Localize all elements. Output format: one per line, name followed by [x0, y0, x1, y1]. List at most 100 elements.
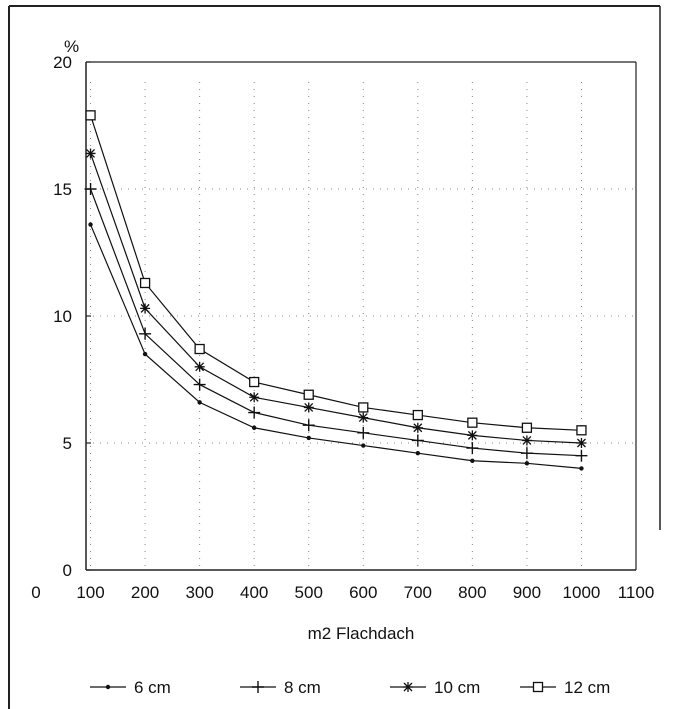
data-point-8-cm-600-shape	[357, 426, 370, 439]
data-point-8-cm-500-shape	[302, 419, 315, 432]
legend-marker-1	[252, 681, 264, 693]
y-tick-label-20: 20	[53, 53, 72, 72]
x-tick-label-300: 300	[185, 583, 213, 602]
data-point-12-cm-300-shape	[194, 343, 205, 355]
data-point-12-cm-600	[358, 402, 369, 413]
data-point-10-cm-500-shape	[303, 402, 314, 413]
legend-marker-0	[105, 684, 111, 690]
data-point-8-cm-300	[193, 378, 206, 391]
data-point-8-cm-200	[139, 327, 152, 340]
legend-marker-2	[403, 682, 413, 692]
data-point-12-cm-400-shape	[249, 376, 260, 388]
data-point-8-cm-900	[520, 447, 533, 460]
x-tick-label-500: 500	[295, 583, 323, 602]
data-point-6-cm-200-shape	[142, 351, 148, 357]
series-line-6-cm	[89, 224, 582, 469]
data-point-8-cm-1000-shape	[575, 449, 588, 462]
data-point-6-cm-300-shape	[197, 400, 202, 405]
data-point-6-cm-700-shape	[415, 450, 421, 456]
x-tick-label-0: 0	[31, 583, 40, 602]
data-point-8-cm-300-shape	[193, 378, 206, 391]
legend-marker-2-shape	[403, 682, 413, 692]
legend-label-1: 8 cm	[284, 678, 321, 697]
x-tick-label-1100: 1100	[618, 583, 655, 602]
data-point-10-cm-700	[412, 422, 423, 433]
legend-item-6-cm: 6 cm	[90, 678, 171, 697]
data-point-10-cm-500	[303, 402, 314, 413]
x-axis-title: m2 Flachdach	[308, 624, 415, 643]
data-point-8-cm-100-shape	[84, 183, 97, 195]
data-point-12-cm-900-shape	[521, 422, 533, 433]
data-point-8-cm-900-shape	[520, 447, 533, 460]
x-tick-label-900: 900	[513, 583, 541, 602]
data-point-10-cm-600-shape	[358, 412, 369, 423]
data-point-12-cm-300	[194, 343, 205, 355]
legend-marker-3-shape	[532, 681, 544, 693]
data-point-8-cm-400	[248, 406, 261, 419]
data-point-10-cm-900	[521, 435, 532, 446]
x-tick-label-800: 800	[458, 583, 486, 602]
data-point-8-cm-500	[302, 419, 315, 432]
series	[84, 110, 588, 471]
data-point-10-cm-100-shape	[85, 148, 96, 159]
data-point-12-cm-1000-shape	[576, 425, 587, 436]
data-point-10-cm-200-shape	[140, 303, 151, 314]
legend-label-2: 10 cm	[434, 678, 480, 697]
data-point-12-cm-600-shape	[358, 402, 369, 413]
data-point-8-cm-1000	[575, 449, 588, 462]
data-point-12-cm-700	[412, 409, 423, 421]
x-tick-label-200: 200	[131, 583, 159, 602]
x-tick-label-1000: 1000	[563, 583, 601, 602]
legend-item-10-cm: 10 cm	[390, 678, 480, 697]
data-point-12-cm-1000	[576, 425, 587, 436]
series-line-8-cm	[89, 188, 582, 457]
y-tick-label-15: 15	[53, 180, 72, 199]
data-point-6-cm-400	[251, 425, 257, 430]
series-10-cm	[85, 148, 587, 448]
data-point-10-cm-600	[358, 412, 369, 423]
series-line-10-cm	[89, 153, 582, 444]
data-point-6-cm-300	[197, 400, 202, 405]
data-point-10-cm-400	[249, 392, 260, 403]
data-point-10-cm-900-shape	[521, 435, 532, 446]
legend-marker-0-shape	[105, 684, 111, 690]
data-point-12-cm-100	[85, 110, 96, 121]
legend-label-3: 12 cm	[564, 678, 610, 697]
data-point-10-cm-800	[467, 430, 478, 441]
legend-item-8-cm: 8 cm	[240, 678, 321, 697]
x-tick-label-400: 400	[240, 583, 268, 602]
data-point-6-cm-1000	[579, 466, 584, 471]
data-point-6-cm-100	[88, 222, 93, 227]
data-point-12-cm-800	[467, 417, 478, 428]
data-point-6-cm-900-shape	[524, 461, 530, 466]
data-point-10-cm-800-shape	[467, 430, 478, 441]
legend-marker-1-shape	[252, 681, 264, 693]
legend-label-0: 6 cm	[134, 678, 171, 697]
data-point-6-cm-1000-shape	[579, 466, 584, 471]
data-point-12-cm-100-shape	[85, 110, 96, 121]
plot-frame	[85, 61, 637, 571]
data-point-6-cm-700	[415, 450, 421, 456]
data-point-8-cm-800-shape	[466, 442, 479, 455]
y-axis-title: %	[64, 37, 79, 56]
data-point-6-cm-600-shape	[361, 443, 366, 448]
series-line-12-cm	[89, 115, 582, 431]
x-tick-label-100: 100	[76, 583, 104, 602]
data-point-10-cm-300-shape	[194, 361, 205, 372]
data-point-8-cm-700-shape	[411, 434, 424, 447]
data-point-10-cm-1000-shape	[576, 438, 587, 448]
series-8-cm	[84, 183, 588, 462]
series-6-cm	[88, 222, 584, 471]
data-point-10-cm-400-shape	[249, 392, 260, 403]
series-12-cm	[85, 110, 587, 436]
data-point-6-cm-900	[524, 461, 530, 466]
data-point-8-cm-400-shape	[248, 406, 261, 419]
x-tick-label-600: 600	[349, 583, 377, 602]
data-point-12-cm-200	[139, 277, 151, 289]
data-point-12-cm-900	[521, 422, 533, 433]
legend: 6 cm 8 cm 10 cm 12 cm	[90, 678, 610, 697]
data-point-8-cm-700	[411, 434, 424, 447]
y-tick-label-0: 0	[63, 561, 72, 580]
